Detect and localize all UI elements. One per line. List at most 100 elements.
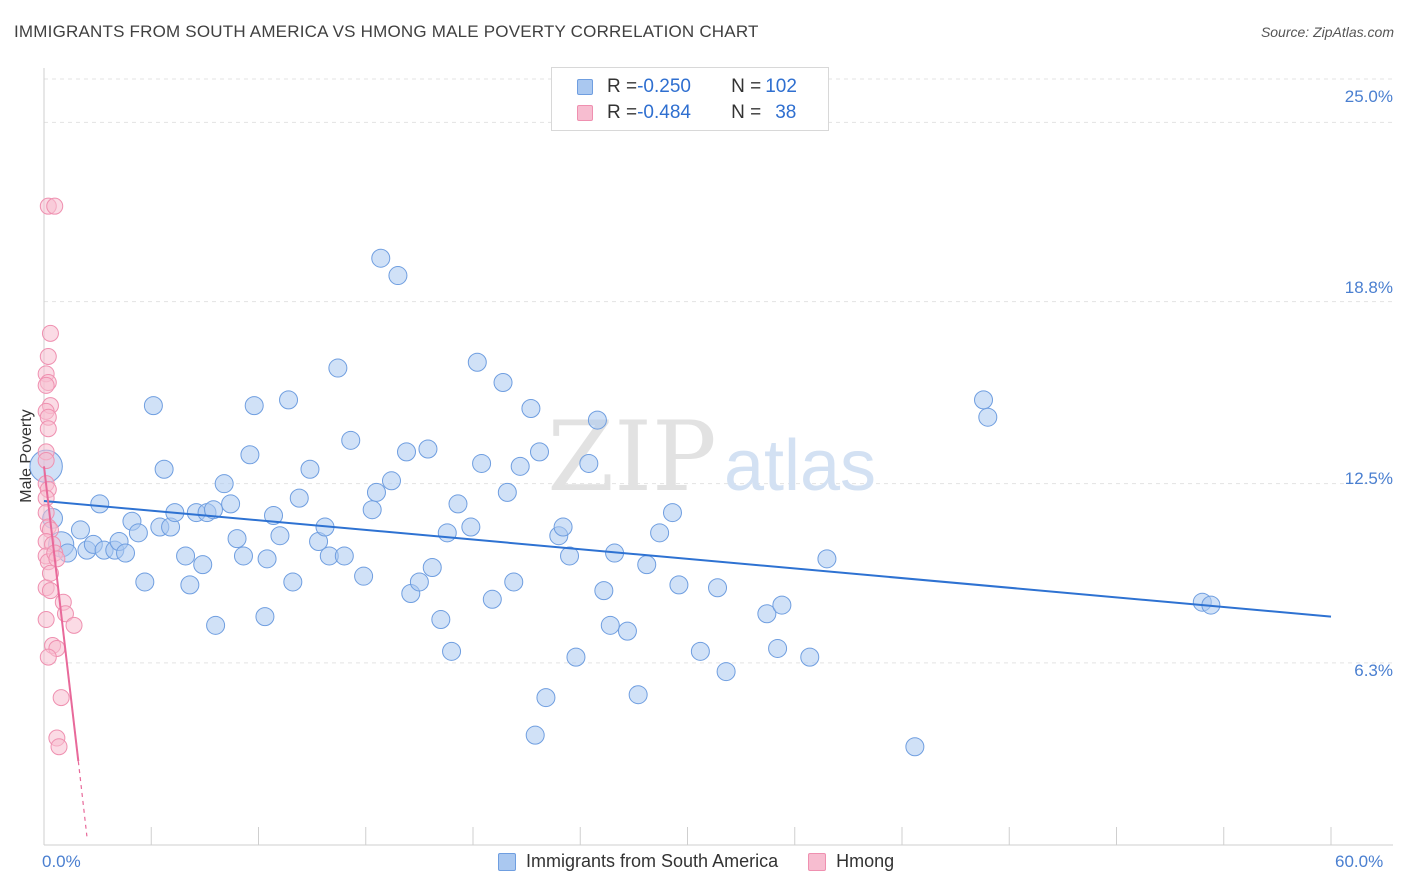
correlation-legend: R = -0.250 N = 102 R = -0.484 N = 38	[551, 67, 829, 131]
data-point-immigrants	[206, 615, 226, 635]
data-point-immigrants	[270, 526, 290, 546]
legend-swatch-blue-icon	[577, 79, 593, 95]
legend-row-immigrants: R = -0.250 N = 102	[577, 75, 797, 99]
y-tick-label: 18.8%	[1344, 278, 1393, 297]
r-value: -0.250	[637, 76, 691, 97]
data-point-immigrants	[669, 575, 689, 595]
y-tick-label: 25.0%	[1344, 87, 1393, 106]
series-immigrants-points	[29, 248, 1221, 757]
data-point-hmong	[50, 738, 68, 756]
data-point-immigrants	[768, 638, 788, 658]
data-point-immigrants	[978, 407, 998, 427]
data-point-immigrants	[388, 266, 408, 286]
data-point-immigrants	[221, 494, 241, 514]
data-point-immigrants	[905, 737, 925, 757]
data-point-immigrants	[257, 549, 277, 569]
data-point-immigrants	[448, 494, 468, 514]
watermark-atlas: atlas	[724, 426, 876, 506]
trendline-hmong	[43, 466, 80, 762]
data-point-immigrants	[442, 641, 462, 661]
trendline-immigrants	[43, 500, 1332, 618]
r-label: R =	[607, 76, 638, 97]
x-tick-label-max: 60.0%	[1335, 852, 1384, 871]
data-point-immigrants	[817, 549, 837, 569]
data-point-immigrants	[233, 546, 253, 566]
data-point-hmong	[37, 504, 55, 522]
data-point-immigrants	[716, 662, 736, 682]
watermark-zip: ZIP	[547, 401, 716, 513]
data-point-immigrants	[128, 523, 148, 543]
data-point-immigrants	[328, 358, 348, 378]
data-point-immigrants	[472, 453, 492, 473]
n-value: 38	[775, 102, 797, 123]
trend-lines	[43, 466, 1332, 837]
data-point-immigrants	[521, 399, 541, 419]
data-point-immigrants	[637, 555, 657, 575]
data-point-immigrants	[341, 430, 361, 450]
data-point-immigrants	[397, 442, 417, 462]
data-point-immigrants	[240, 445, 260, 465]
legend-row-hmong: R = -0.484 N = 38	[577, 101, 796, 125]
data-point-hmong	[41, 582, 59, 600]
data-point-immigrants	[371, 248, 391, 268]
data-point-immigrants	[617, 621, 637, 641]
data-point-immigrants	[143, 396, 163, 416]
legend-swatch-pink-icon	[577, 105, 593, 121]
source-credit: Source: ZipAtlas.com	[1260, 24, 1394, 40]
series-legend: Immigrants from South America Hmong	[498, 851, 924, 872]
data-point-hmong	[37, 611, 55, 629]
legend-swatch-pink-icon	[808, 852, 827, 871]
data-point-immigrants	[579, 453, 599, 473]
data-point-immigrants	[203, 500, 223, 520]
data-point-hmong	[52, 689, 70, 707]
data-point-hmong	[48, 550, 66, 568]
data-point-immigrants	[418, 439, 438, 459]
data-point-immigrants	[566, 647, 586, 667]
r-value: -0.484	[637, 102, 691, 123]
legend-label: Immigrants from South America	[526, 851, 779, 871]
data-point-immigrants	[587, 410, 607, 430]
data-point-immigrants	[437, 523, 457, 543]
data-point-immigrants	[431, 610, 451, 630]
x-tick-label-min: 0.0%	[42, 852, 81, 871]
data-point-immigrants	[244, 396, 264, 416]
data-point-immigrants	[690, 641, 710, 661]
data-point-immigrants	[289, 488, 309, 508]
data-point-immigrants	[135, 572, 155, 592]
data-point-immigrants	[536, 688, 556, 708]
legend-item-immigrants[interactable]: Immigrants from South America	[498, 851, 778, 872]
data-point-immigrants	[467, 352, 487, 372]
data-point-immigrants	[214, 474, 234, 494]
data-point-immigrants	[628, 685, 648, 705]
data-point-immigrants	[409, 572, 429, 592]
data-point-immigrants	[116, 543, 136, 563]
data-point-immigrants	[300, 459, 320, 479]
r-label: R =	[607, 102, 638, 123]
data-point-immigrants	[283, 572, 303, 592]
data-point-immigrants	[180, 575, 200, 595]
watermark: ZIP atlas	[547, 401, 876, 513]
data-point-hmong	[65, 616, 83, 634]
data-point-immigrants	[193, 555, 213, 575]
data-point-hmong	[41, 564, 59, 582]
data-point-immigrants	[800, 647, 820, 667]
y-tick-label: 12.5%	[1344, 469, 1393, 488]
data-point-hmong	[37, 452, 55, 470]
data-point-immigrants	[366, 482, 386, 502]
data-point-immigrants	[354, 566, 374, 586]
data-point-immigrants	[90, 494, 110, 514]
chart-title: IMMIGRANTS FROM SOUTH AMERICA VS HMONG M…	[14, 22, 759, 41]
data-point-immigrants	[708, 578, 728, 598]
data-point-immigrants	[553, 517, 573, 537]
data-point-immigrants	[662, 503, 682, 523]
data-point-immigrants	[600, 615, 620, 635]
n-label: N =	[731, 76, 762, 97]
data-point-immigrants	[529, 442, 549, 462]
data-point-immigrants	[334, 546, 354, 566]
data-point-immigrants	[482, 589, 502, 609]
data-point-immigrants	[497, 482, 517, 502]
data-point-immigrants	[493, 373, 513, 393]
legend-item-hmong[interactable]: Hmong	[808, 851, 894, 872]
legend-swatch-blue-icon	[498, 852, 516, 871]
